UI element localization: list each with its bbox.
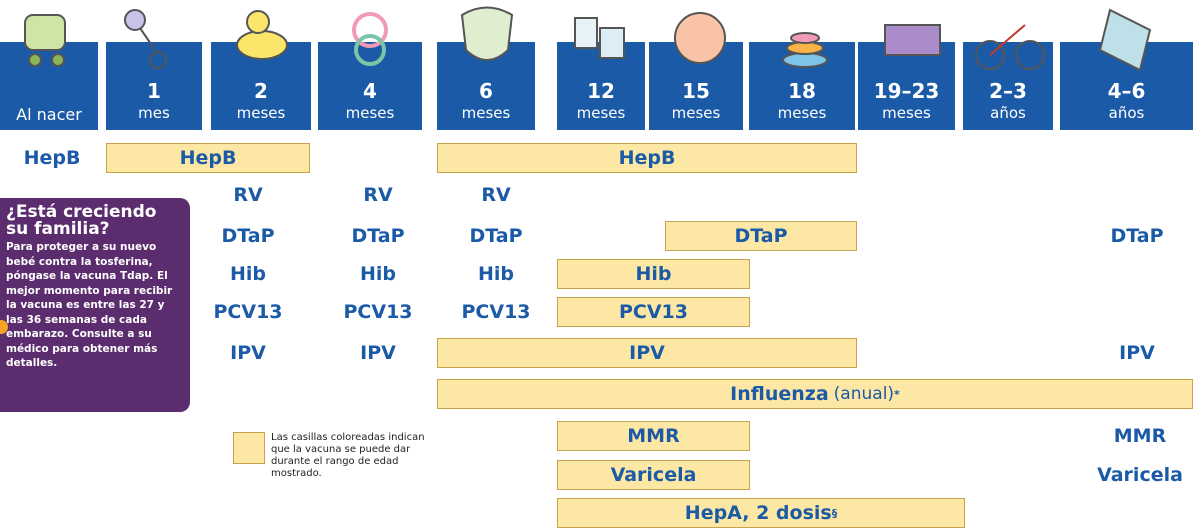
legend-text: Las casillas coloreadas indican que la v… xyxy=(271,432,425,479)
age-column: 2–3 años xyxy=(963,42,1053,130)
age-unit: Al nacer xyxy=(16,105,82,124)
vaccine-bar: Hib xyxy=(557,259,750,289)
vaccine-bar: HepB xyxy=(437,143,857,173)
vaccine-bar: DTaP xyxy=(665,221,857,251)
sidebar: ¿Está creciendo su familia? Para protege… xyxy=(0,198,190,412)
bar-text: * xyxy=(894,387,900,401)
vaccine-label: PCV13 xyxy=(343,301,413,323)
age-unit: años xyxy=(990,104,1026,122)
age-number: 4–6 xyxy=(1107,79,1146,103)
vaccine-bar: MMR xyxy=(557,421,750,451)
age-unit: meses xyxy=(345,104,395,122)
age-column: 1 mes xyxy=(106,42,202,130)
vaccine-label: Hib xyxy=(359,263,397,285)
dot xyxy=(0,320,8,334)
age-column: 19–23 meses xyxy=(858,42,955,130)
vaccine-label: PCV13 xyxy=(213,301,283,323)
bar-text: HepA, 2 dosis xyxy=(684,502,832,524)
vaccine-label: Varicela xyxy=(1097,464,1183,486)
age-unit: meses xyxy=(777,104,827,122)
age-number: 4 xyxy=(363,79,377,103)
age-number: 19–23 xyxy=(873,79,940,103)
vaccine-label: Hib xyxy=(229,263,267,285)
vaccine-label: IPV xyxy=(230,342,266,364)
age-unit: años xyxy=(1108,104,1145,122)
legend-swatch xyxy=(233,432,265,464)
bar-text: § xyxy=(831,506,838,520)
vaccine-label: Hib xyxy=(477,263,515,285)
vaccine-label: PCV13 xyxy=(461,301,531,323)
vaccine-label: RV xyxy=(233,184,263,206)
age-number: 15 xyxy=(682,79,710,103)
vaccine-label: IPV xyxy=(360,342,396,364)
age-number: 12 xyxy=(587,79,615,103)
vaccine-bar: PCV13 xyxy=(557,297,750,327)
vaccine-label: DTaP xyxy=(351,225,405,247)
vaccine-label: DTaP xyxy=(1110,225,1164,247)
vaccine-label: DTaP xyxy=(221,225,275,247)
vaccine-label: MMR xyxy=(1113,425,1167,447)
age-unit: meses xyxy=(576,104,626,122)
age-unit: meses xyxy=(461,104,511,122)
age-unit: mes xyxy=(138,104,170,122)
age-number: 2–3 xyxy=(989,79,1027,103)
age-number: 18 xyxy=(788,79,816,103)
age-number: 6 xyxy=(479,79,493,103)
age-number: 2 xyxy=(254,79,268,103)
vaccine-label: IPV xyxy=(1119,342,1155,364)
vaccine-bar: IPV xyxy=(437,338,857,368)
vaccine-label: DTaP xyxy=(469,225,523,247)
sidebar-title: ¿Está creciendo su familia? xyxy=(6,202,157,239)
bar-text: (anual) xyxy=(833,384,895,404)
age-column: Al nacer xyxy=(0,42,98,130)
icons xyxy=(24,6,1152,72)
vaccine-label: RV xyxy=(363,184,393,206)
age-unit: meses xyxy=(671,104,721,122)
age-column: 4 meses xyxy=(318,42,422,130)
age-unit: meses xyxy=(236,104,286,122)
age-number: 1 xyxy=(147,79,161,103)
vaccine-bar: HepA, 2 dosis § xyxy=(557,498,965,528)
sidebar-body: Para proteger a su nuevo bebé contra la … xyxy=(6,241,173,369)
vaccine-label: HepB xyxy=(23,147,81,169)
age-unit: meses xyxy=(882,104,931,122)
bar-text: Influenza xyxy=(730,383,829,405)
vaccine-bar: Influenza (anual) * xyxy=(437,379,1193,409)
vaccine-label: RV xyxy=(481,184,511,206)
vaccine-bar: HepB xyxy=(106,143,310,173)
vaccine-bar: Varicela xyxy=(557,460,750,490)
